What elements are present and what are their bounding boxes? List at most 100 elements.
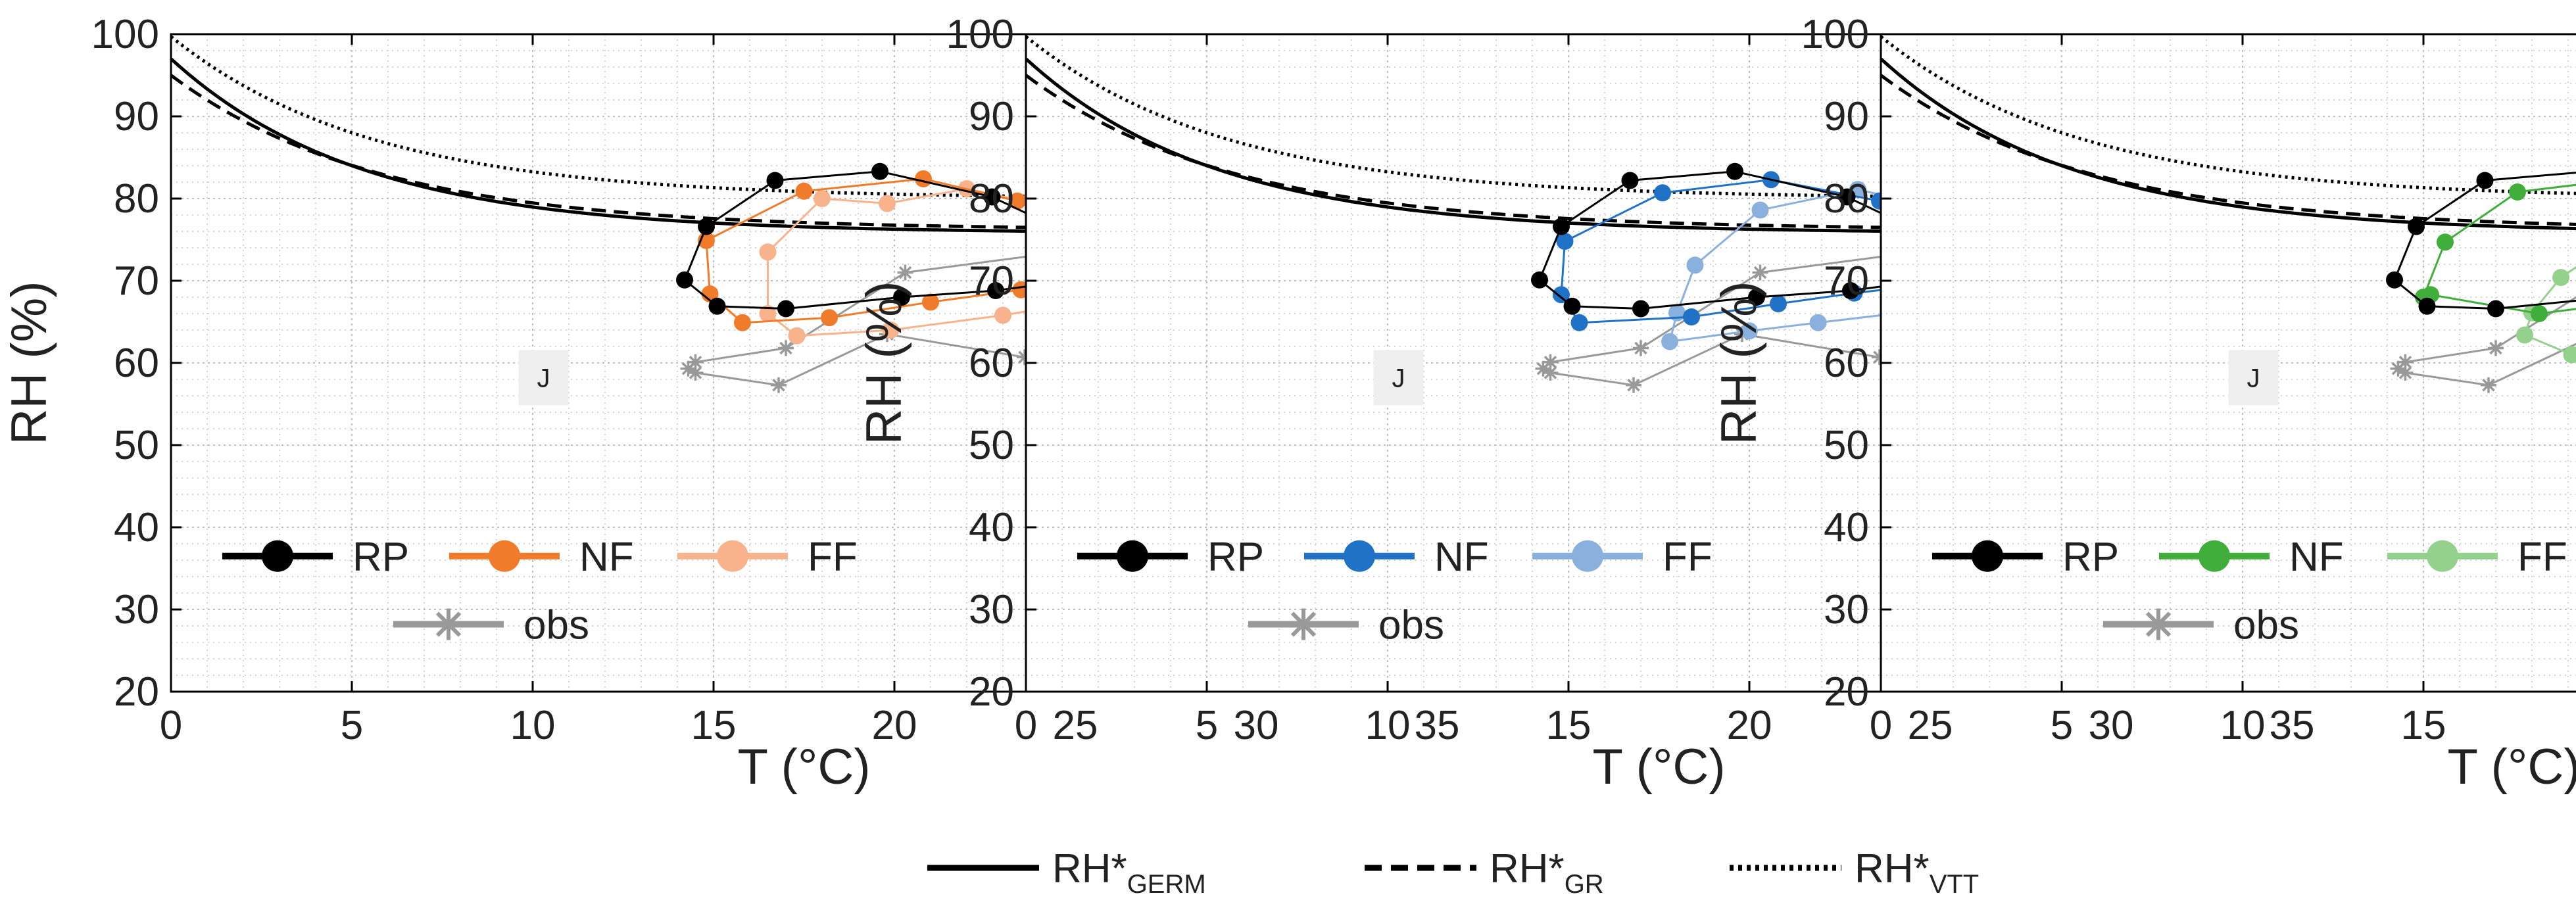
data-point-rp (1621, 172, 1639, 189)
data-point-ff (2516, 326, 2533, 344)
y-tick-label: 90 (114, 94, 159, 139)
data-point-nf (795, 182, 813, 200)
data-point-obs (1542, 365, 1559, 381)
legend-entry-ff: FF (677, 535, 858, 580)
y-tick-label: 60 (114, 341, 159, 386)
data-point-rp (1563, 297, 1581, 315)
threshold-curve-dotted (1880, 35, 2576, 195)
annotation-text: J (2247, 364, 2260, 393)
y-tick-label: 90 (1824, 94, 1869, 139)
x-tick-label: 35 (2270, 703, 2315, 748)
data-point-nf (2437, 233, 2454, 251)
legend: RP NF FF obs (1077, 535, 1713, 648)
bottom-legend-entry-vtt: RH*VTT (1730, 846, 1979, 899)
bottom-legend-entry-gr: RH*GR (1365, 846, 1604, 899)
x-tick-label: 15 (1546, 703, 1592, 748)
annotation: J (1373, 350, 1424, 406)
y-tick-label: 40 (1824, 505, 1869, 550)
data-point-obs (687, 365, 704, 381)
legend-label: NF (1434, 535, 1489, 580)
data-point-nf (915, 170, 932, 187)
data-point-obs (2488, 340, 2504, 356)
legend-swatch-marker (1344, 540, 1375, 572)
y-tick-label: 60 (1824, 341, 1869, 386)
data-point-nf (2509, 183, 2526, 201)
annotation-text: J (1392, 364, 1405, 393)
data-point-rp (1726, 162, 1743, 180)
legend-label: NF (2289, 535, 2344, 580)
bottom-legend-label: RH*GR (1490, 846, 1604, 899)
data-point-nf (1556, 233, 1574, 250)
data-point-rp (1553, 218, 1570, 235)
data-point-rp (676, 271, 693, 289)
y-tick-label: 80 (969, 176, 1014, 222)
data-point-nf (1553, 286, 1570, 304)
y-tick-label: 30 (1824, 587, 1869, 632)
legend-swatch-marker (717, 540, 748, 572)
x-tick-label: 10 (510, 703, 556, 748)
y-tick-label: 90 (969, 94, 1014, 139)
legend-label: obs (2233, 603, 2299, 648)
y-tick-label: 80 (1824, 176, 1869, 222)
data-point-obs (2397, 365, 2414, 381)
annotation-text: J (537, 364, 550, 393)
legend-label: RP (1207, 535, 1264, 580)
data-point-obs (1872, 349, 1887, 366)
legend-entry-rp: RP (222, 535, 409, 580)
legend-entry-obs: obs (2103, 603, 2299, 648)
data-point-rp (766, 172, 784, 189)
x-tick-label: 25 (1908, 703, 1953, 748)
legend-swatch-marker (433, 608, 464, 640)
legend-entry-ff: FF (2387, 535, 2567, 580)
y-tick-label: 80 (114, 176, 159, 222)
data-point-ff (2563, 346, 2576, 364)
y-tick-label: 70 (1824, 258, 1869, 304)
data-point-obs (1752, 264, 1768, 281)
y-tick-label: 50 (114, 423, 159, 468)
y-tick-label: 30 (114, 587, 159, 632)
data-point-obs (687, 354, 704, 370)
data-point-rp (2476, 172, 2494, 189)
data-point-ff (1751, 201, 1769, 219)
data-point-rp (1838, 188, 1856, 206)
y-tick-label: 100 (91, 12, 159, 57)
y-tick-label: 30 (969, 587, 1014, 632)
legend-swatch-marker (1572, 540, 1603, 572)
data-point-obs (897, 264, 913, 281)
legend-swatch-marker (2427, 540, 2458, 572)
bottom-legend: RH*GERM RH*GR RH*VTT (927, 846, 1979, 899)
legend-label: NF (579, 535, 634, 580)
data-point-obs (2481, 377, 2496, 393)
data-point-obs (1535, 360, 1551, 377)
bottom-legend-label: RH*VTT (1855, 846, 1979, 899)
data-point-nf (1654, 184, 1671, 202)
data-point-ff (994, 306, 1011, 324)
x-tick-label: 0 (1870, 703, 1892, 748)
y-axis-title: RH (%) (1711, 281, 1767, 444)
data-point-obs (2390, 360, 2406, 377)
x-tick-label: 35 (1415, 703, 1460, 748)
bottom-legend-entry-germ: RH*GERM (927, 846, 1206, 899)
x-tick-label: 10 (2220, 703, 2266, 748)
y-tick-label: 50 (1824, 423, 1869, 468)
data-point-rp (708, 297, 726, 315)
legend-swatch-marker (262, 540, 293, 572)
y-tick-label: 20 (969, 669, 1014, 715)
legend-label: obs (523, 603, 589, 648)
legend-label: RP (2062, 535, 2119, 580)
annotation: J (2228, 350, 2279, 406)
legend-swatch-marker (2199, 540, 2230, 572)
legend-label: FF (808, 535, 858, 580)
data-point-ff (2552, 269, 2569, 286)
data-point-nf (922, 293, 939, 311)
data-point-ff (1686, 256, 1704, 274)
ticks (1880, 33, 2425, 693)
data-point-rp (777, 300, 794, 318)
bottom-legend-label: RH*GERM (1052, 846, 1206, 899)
y-tick-label: 40 (969, 505, 1014, 550)
x-tick-label: 30 (1234, 703, 1279, 748)
legend-swatch-marker (1972, 540, 2003, 572)
legend-swatch-marker (1288, 608, 1319, 640)
data-point-rp (2386, 271, 2403, 289)
